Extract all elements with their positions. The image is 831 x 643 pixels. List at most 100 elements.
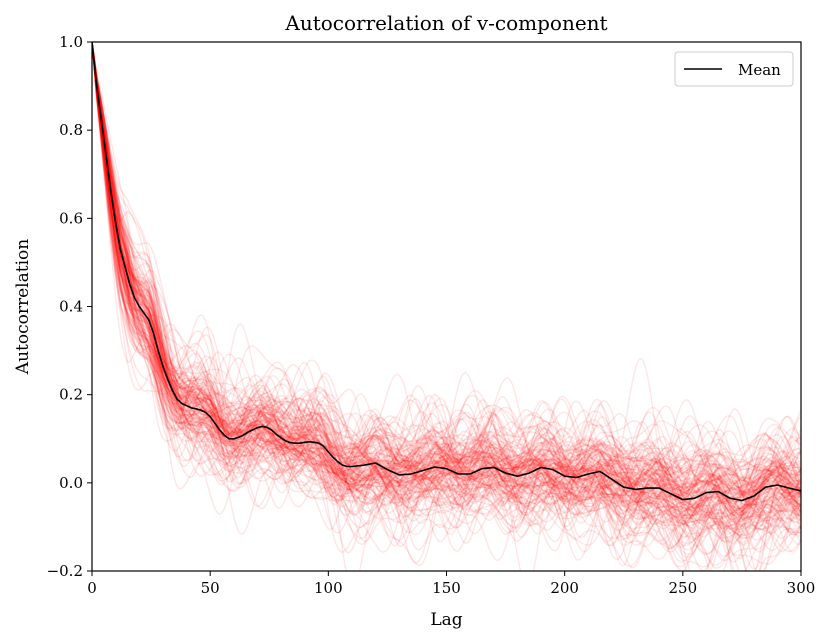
ensemble-line — [92, 42, 801, 571]
ensemble-line — [92, 42, 801, 511]
ensemble-line — [92, 42, 801, 500]
ensemble-line — [92, 42, 801, 571]
ensemble-line — [92, 42, 801, 541]
ensemble-line — [92, 42, 801, 509]
ensemble-line — [92, 42, 801, 530]
ensemble-line — [92, 42, 801, 517]
ensemble-line — [92, 42, 801, 544]
x-axis-label: Lag — [430, 610, 462, 630]
ensemble-line — [92, 42, 801, 550]
ensemble-line — [92, 42, 801, 537]
x-tick-label: 200 — [550, 579, 579, 597]
ensemble-line — [92, 42, 801, 569]
ensemble-line — [92, 42, 801, 540]
ensemble-line — [92, 42, 801, 520]
mean-line-layer — [92, 42, 801, 502]
ensemble-line — [92, 42, 801, 525]
ensemble-line — [92, 42, 801, 571]
ensemble-line — [92, 42, 801, 546]
ensemble-line — [92, 42, 801, 516]
ensemble-line — [92, 42, 801, 527]
ensemble-line — [92, 42, 801, 512]
ensemble-line — [92, 42, 801, 561]
ensemble-line — [92, 42, 801, 512]
ensemble-line — [92, 42, 801, 510]
x-tick-label: 0 — [87, 579, 97, 597]
ensemble-line — [92, 42, 801, 558]
ensemble-line — [92, 42, 801, 516]
y-tick-label: 0.6 — [59, 209, 83, 227]
x-tick-label: 100 — [314, 579, 343, 597]
ensemble-line — [92, 42, 801, 571]
legend-box — [674, 51, 794, 87]
x-tick-label: 250 — [669, 579, 698, 597]
ensemble-line — [92, 42, 801, 521]
ensemble-line — [92, 42, 801, 539]
ensemble-line — [92, 42, 801, 563]
ensemble-line — [92, 42, 801, 531]
ensemble-line — [92, 42, 801, 550]
ensemble-line — [92, 42, 801, 507]
ensemble-line — [92, 42, 801, 571]
y-tick-label: 0.4 — [59, 298, 83, 316]
ensemble-line — [92, 42, 801, 571]
ensemble-line — [92, 42, 801, 567]
ensemble-line — [92, 42, 801, 533]
ensemble-line — [92, 42, 801, 522]
ensemble-line — [92, 42, 801, 542]
ensemble-line — [92, 42, 801, 519]
ensemble-line — [92, 42, 801, 525]
ensemble-line — [92, 42, 801, 524]
ensemble-line — [92, 42, 801, 563]
ensemble-line — [92, 42, 801, 543]
ensemble-line — [92, 42, 801, 517]
y-tick-label: 1.0 — [59, 33, 83, 51]
ensemble-line — [92, 42, 801, 562]
x-tick-label: 150 — [432, 579, 461, 597]
ensemble-line — [92, 42, 801, 507]
ensemble-line — [92, 42, 801, 538]
ensemble-line — [92, 42, 801, 543]
ensemble-line — [92, 42, 801, 530]
ensemble-line — [92, 42, 801, 518]
ensemble-line — [92, 42, 801, 553]
ensemble-line — [92, 42, 801, 530]
mean-line — [92, 42, 801, 502]
ensemble-line — [92, 42, 801, 553]
ensemble-line — [92, 42, 801, 555]
y-tick-label: 0.0 — [59, 474, 83, 492]
ensemble-line — [92, 42, 801, 514]
ensemble-line — [92, 42, 801, 525]
ensemble-line — [92, 42, 801, 510]
ensemble-line — [92, 42, 801, 553]
ensemble-line — [92, 42, 801, 522]
ensemble-line — [92, 42, 801, 547]
ensemble-line — [92, 42, 801, 521]
ensemble-line — [92, 42, 801, 551]
ensemble-line — [92, 42, 801, 548]
ensemble-line — [92, 42, 801, 527]
x-tick-label: 300 — [787, 579, 816, 597]
ensemble-lines — [92, 42, 801, 571]
ensemble-line — [92, 42, 801, 519]
ensemble-line — [92, 42, 801, 536]
ensemble-line — [92, 42, 801, 552]
ensemble-line — [92, 42, 801, 529]
ensemble-line — [92, 42, 801, 554]
ensemble-line — [92, 42, 801, 556]
ensemble-line — [92, 42, 801, 537]
ensemble-line — [92, 42, 801, 507]
ensemble-line — [92, 42, 801, 502]
y-tick-label: 0.8 — [59, 121, 83, 139]
ensemble-line — [92, 42, 801, 515]
ensemble-line — [92, 42, 801, 567]
ensemble-line — [92, 42, 801, 534]
ensemble-line — [92, 42, 801, 536]
ensemble-line — [92, 42, 801, 524]
ensemble-line — [92, 42, 801, 530]
ensemble-line — [92, 42, 801, 560]
ensemble-line — [92, 42, 801, 516]
ensemble-line — [92, 42, 801, 537]
legend: Mean — [674, 51, 794, 87]
